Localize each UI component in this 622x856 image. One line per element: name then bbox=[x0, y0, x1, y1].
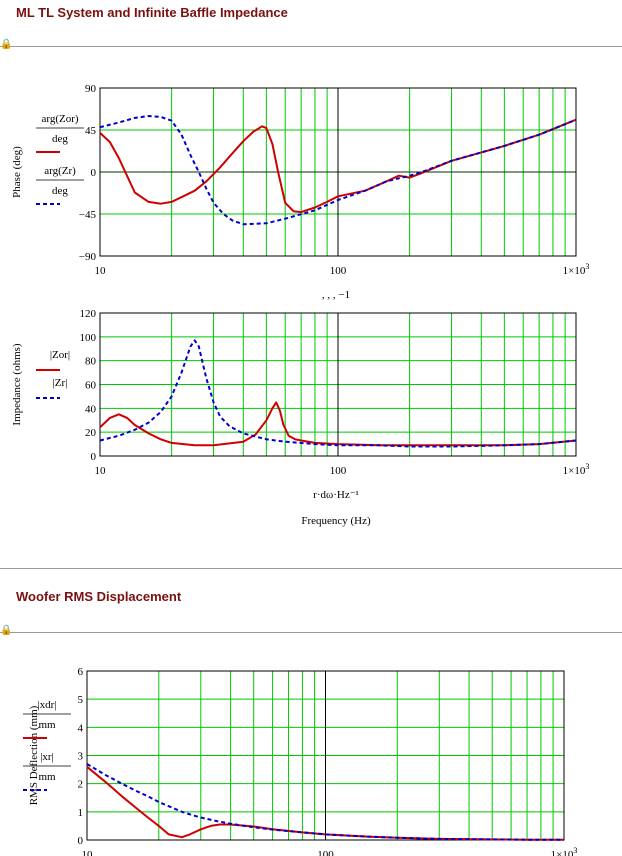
x-tick-label: 10 bbox=[95, 465, 107, 477]
y-tick-label: 5 bbox=[78, 694, 84, 706]
legend-denominator: mm bbox=[38, 771, 56, 783]
y-tick-label: 120 bbox=[80, 308, 97, 320]
y-tick-label: 6 bbox=[78, 666, 84, 678]
legend-expression: |Zr| bbox=[53, 377, 68, 389]
y-tick-label: 0 bbox=[91, 167, 97, 179]
y-tick-label: 1 bbox=[78, 807, 84, 819]
y-tick-label: 45 bbox=[85, 125, 97, 137]
x-tick-label: 10 bbox=[95, 265, 107, 277]
x-tick-label: 1×103 bbox=[563, 462, 590, 477]
y-tick-label: 90 bbox=[85, 83, 97, 95]
legend-expression: |xr| bbox=[40, 751, 54, 763]
y-axis-label: Phase (deg) bbox=[11, 146, 23, 198]
x-tick-exponent: 3 bbox=[573, 846, 577, 855]
series-line-2 bbox=[86, 763, 564, 841]
chart-1: −90 −45 0 45 90 10 100 1×103 Phase (deg) arg(Zor)… bbox=[11, 83, 589, 301]
x-axis-label: r·dω·Hz⁻¹ bbox=[313, 489, 359, 501]
plot-frame bbox=[99, 312, 577, 457]
x-tick-label: 100 bbox=[330, 265, 347, 277]
y-tick-label: 20 bbox=[85, 427, 97, 439]
y-tick-label: 100 bbox=[80, 332, 97, 344]
section-title-impedance: ML TL System and Infinite Baffle Impedan… bbox=[16, 5, 288, 20]
x-tick-exponent: 3 bbox=[585, 262, 589, 271]
series-line-2 bbox=[99, 115, 577, 226]
x-tick-label: 1×103 bbox=[563, 262, 590, 277]
x-tick-exponent: 3 bbox=[585, 462, 589, 471]
section-divider bbox=[0, 632, 622, 633]
chart-3: 0 1 2 3 4 5 6 10 100 1×103 RMS Deflection (mm)|xdr… bbox=[23, 666, 577, 856]
y-tick-label: 0 bbox=[78, 835, 84, 847]
y-tick-label: 80 bbox=[85, 356, 97, 368]
y-tick-label: −45 bbox=[79, 209, 97, 221]
y-tick-label: 40 bbox=[85, 403, 97, 415]
x-axis-label: , , , −1 bbox=[322, 289, 350, 301]
y-axis-label: Impedance (ohms) bbox=[11, 343, 23, 425]
section-divider bbox=[0, 46, 622, 47]
series-line-2 bbox=[99, 339, 577, 448]
series-line-1 bbox=[99, 401, 577, 447]
legend-denominator: mm bbox=[38, 719, 56, 731]
y-tick-label: 2 bbox=[78, 779, 84, 791]
chart-2: 0 20 40 60 80 100 120 10 100 1×103 Impedance (ohms… bbox=[11, 308, 589, 527]
plot-frame bbox=[99, 87, 577, 257]
legend-expression: |Zor| bbox=[50, 349, 70, 361]
y-tick-label: 4 bbox=[78, 722, 84, 734]
plot-frame bbox=[86, 670, 565, 841]
section-title-displacement: Woofer RMS Displacement bbox=[16, 589, 182, 604]
y-tick-label: 3 bbox=[78, 751, 84, 763]
lock-icon[interactable]: 🔒 bbox=[0, 625, 13, 636]
x-tick-label: 1×103 bbox=[551, 846, 578, 856]
y-tick-label: 0 bbox=[91, 451, 97, 463]
x-tick-label: 100 bbox=[330, 465, 347, 477]
legend-expression: |xdr| bbox=[37, 699, 56, 711]
lock-icon[interactable]: 🔒 bbox=[0, 39, 13, 50]
y-axis-label: RMS Deflection (mm) bbox=[28, 705, 40, 805]
x-axis-label-2: Frequency (Hz) bbox=[301, 515, 371, 527]
legend-expression: arg(Zr) bbox=[44, 165, 76, 177]
x-tick-label: 10 bbox=[82, 849, 94, 856]
legend-denominator: deg bbox=[52, 185, 68, 197]
legend-expression: arg(Zor) bbox=[41, 113, 78, 125]
legend-denominator: deg bbox=[52, 133, 68, 145]
section-divider bbox=[0, 568, 622, 569]
y-tick-label: −90 bbox=[79, 251, 97, 263]
y-tick-label: 60 bbox=[85, 380, 97, 392]
x-tick-label: 100 bbox=[317, 849, 334, 856]
